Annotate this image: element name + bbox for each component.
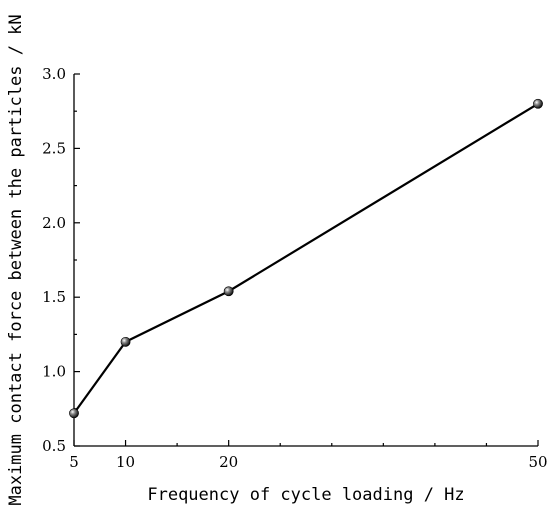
y-tick-label: 2.5 <box>42 139 66 157</box>
x-axis-title: Frequency of cycle loading / Hz <box>147 485 464 505</box>
data-point <box>69 408 79 419</box>
data-point <box>223 286 234 297</box>
x-tick-label: 10 <box>116 453 135 471</box>
data-points <box>69 98 543 419</box>
data-point <box>533 98 543 109</box>
data-point <box>120 336 131 347</box>
axes <box>73 74 538 447</box>
y-tick-label: 2.0 <box>42 214 66 232</box>
x-tick-label: 5 <box>69 453 79 471</box>
ticks: 0.5 1.0 1.5 2.0 2.5 3.0 5 10 20 50 <box>42 65 547 471</box>
y-tick-label: 1.5 <box>42 288 66 306</box>
series <box>73 102 539 414</box>
y-tick-label: 1.0 <box>42 363 66 381</box>
x-tick-label: 50 <box>528 453 547 471</box>
y-tick-label: 3.0 <box>42 65 66 83</box>
y-tick-label: 0.5 <box>42 437 66 455</box>
series-line <box>73 102 539 414</box>
x-tick-label: 20 <box>219 453 238 471</box>
y-axis-title: Maximum contact force between the partic… <box>6 14 26 505</box>
